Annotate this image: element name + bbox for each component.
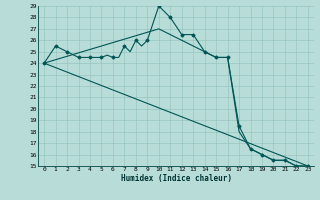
X-axis label: Humidex (Indice chaleur): Humidex (Indice chaleur) <box>121 174 231 183</box>
